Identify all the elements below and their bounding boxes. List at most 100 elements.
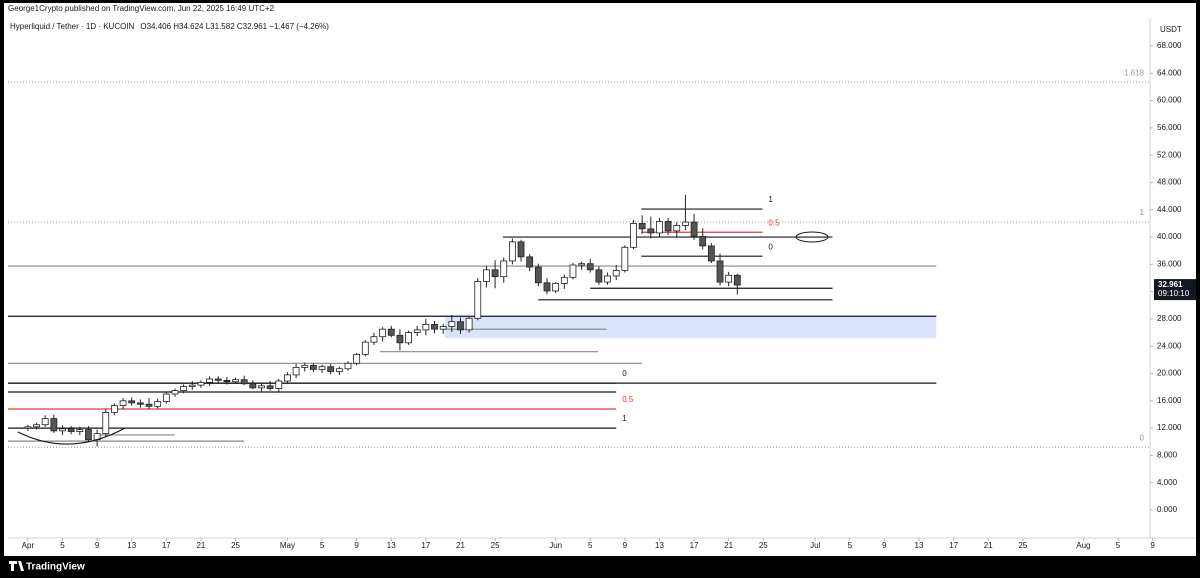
candle-body [180, 386, 188, 391]
x-tick-label: 13 [655, 541, 664, 550]
candle-body [67, 428, 75, 432]
candle-body [474, 281, 482, 319]
candle-body [76, 429, 84, 432]
y-unit: USDT [1160, 25, 1182, 34]
candle-body [214, 378, 222, 381]
candle-body [85, 429, 92, 441]
candle-body [232, 379, 239, 383]
candle-body [171, 390, 179, 395]
candle-body [188, 384, 196, 387]
candle-body [309, 364, 317, 370]
x-tick-label: 9 [1150, 541, 1155, 550]
countdown: 09:10:10 [1158, 289, 1190, 298]
x-tick-label: 13 [127, 541, 136, 550]
y-tick-label: 36.000 [1157, 259, 1182, 268]
candle-body [457, 321, 464, 331]
candle-body [292, 366, 300, 376]
x-tick-label: 9 [95, 541, 100, 550]
candle-body [353, 354, 361, 364]
candle-body [552, 283, 560, 292]
y-tick-label: 12.000 [1157, 423, 1182, 432]
candle-body [578, 263, 585, 266]
x-tick-label: 21 [456, 541, 465, 550]
x-tick-label: 13 [915, 541, 924, 550]
y-tick-label: 44.000 [1157, 205, 1182, 214]
x-tick-label: 5 [588, 541, 593, 550]
candle-body [206, 378, 213, 383]
candle-body [266, 385, 274, 389]
level-label: 0 [1140, 433, 1145, 442]
candle-body [560, 276, 568, 284]
candle-body [483, 269, 490, 282]
candle-body [249, 383, 257, 389]
y-tick-label: 8.000 [1157, 451, 1178, 460]
candle-body [508, 241, 516, 262]
candle-body [699, 235, 707, 247]
candle-body [534, 266, 542, 284]
level-label: 0 [768, 242, 773, 251]
x-tick-label: 5 [60, 541, 65, 550]
x-tick-label: 25 [231, 541, 240, 550]
candle-body [517, 241, 525, 258]
ellipse-drawing [795, 231, 829, 243]
candle-body [33, 424, 40, 428]
candle-body [119, 400, 127, 407]
y-tick-label: 60.000 [1157, 96, 1182, 105]
candle-body [136, 402, 144, 405]
candle-body [673, 225, 681, 232]
x-tick-label: 13 [387, 541, 396, 550]
plot-area [8, 81, 1150, 448]
y-tick-label: 24.000 [1157, 341, 1182, 350]
candle-body [569, 264, 577, 278]
candle-body [275, 380, 283, 389]
candle-body [465, 317, 473, 331]
candle-body [664, 220, 672, 232]
candle-body [422, 324, 430, 331]
y-tick-label: 4.000 [1157, 478, 1178, 487]
candle-body [526, 256, 534, 268]
candle-body [431, 324, 438, 330]
overlay: 1.618 1 0 0 0.5 1 1 0.5 0 [622, 68, 1144, 442]
x-tick-label: Jun [549, 541, 562, 550]
y-tick-label: 68.000 [1157, 41, 1182, 50]
x-tick-label: 17 [421, 541, 430, 550]
candle-body [387, 328, 395, 336]
level-label: 1 [1140, 208, 1145, 217]
candle-body [284, 374, 291, 382]
x-tick-label: 5 [1116, 541, 1121, 550]
y-tick-label: 28.000 [1157, 314, 1182, 323]
candle-body [500, 260, 508, 278]
candle-body [413, 329, 421, 333]
candle-body [647, 228, 655, 234]
candle-body [586, 263, 594, 271]
candle-body [379, 328, 387, 338]
candle-body [682, 221, 689, 226]
candle-body [707, 245, 715, 262]
price-label: 32.961 [1158, 280, 1183, 289]
candle-body [145, 403, 153, 407]
ohlc-legend: O34.406 H34.624 L31.582 C32.961 −1.467 (… [140, 22, 329, 31]
candle-body [638, 223, 646, 230]
x-tick-label: 25 [759, 541, 768, 550]
candle-body [335, 368, 343, 372]
candle-body [59, 428, 66, 432]
publisher-line: George1Crypto published on TradingView.c… [8, 4, 275, 13]
x-tick-label: 5 [848, 541, 853, 550]
candle-body [604, 275, 611, 283]
level-label: 1 [768, 195, 773, 204]
level-label: 1.618 [1124, 68, 1145, 77]
candle-body [630, 223, 637, 248]
candle-body [154, 401, 162, 407]
x-tick-label: 17 [162, 541, 171, 550]
candle-body [41, 418, 49, 426]
symbol-legend: Hyperliquid / Tether · 1D · KUCOIN O34.40… [10, 22, 329, 31]
x-tick-label: 9 [623, 541, 628, 550]
x-tick-label: Aug [1076, 541, 1090, 550]
candle-body [162, 393, 170, 402]
y-tick-label: 16.000 [1157, 396, 1182, 405]
x-tick-label: Apr [22, 541, 35, 550]
x-tick-label: 17 [949, 541, 958, 550]
candle-body [725, 274, 733, 283]
y-tick-label: 64.000 [1157, 68, 1182, 77]
